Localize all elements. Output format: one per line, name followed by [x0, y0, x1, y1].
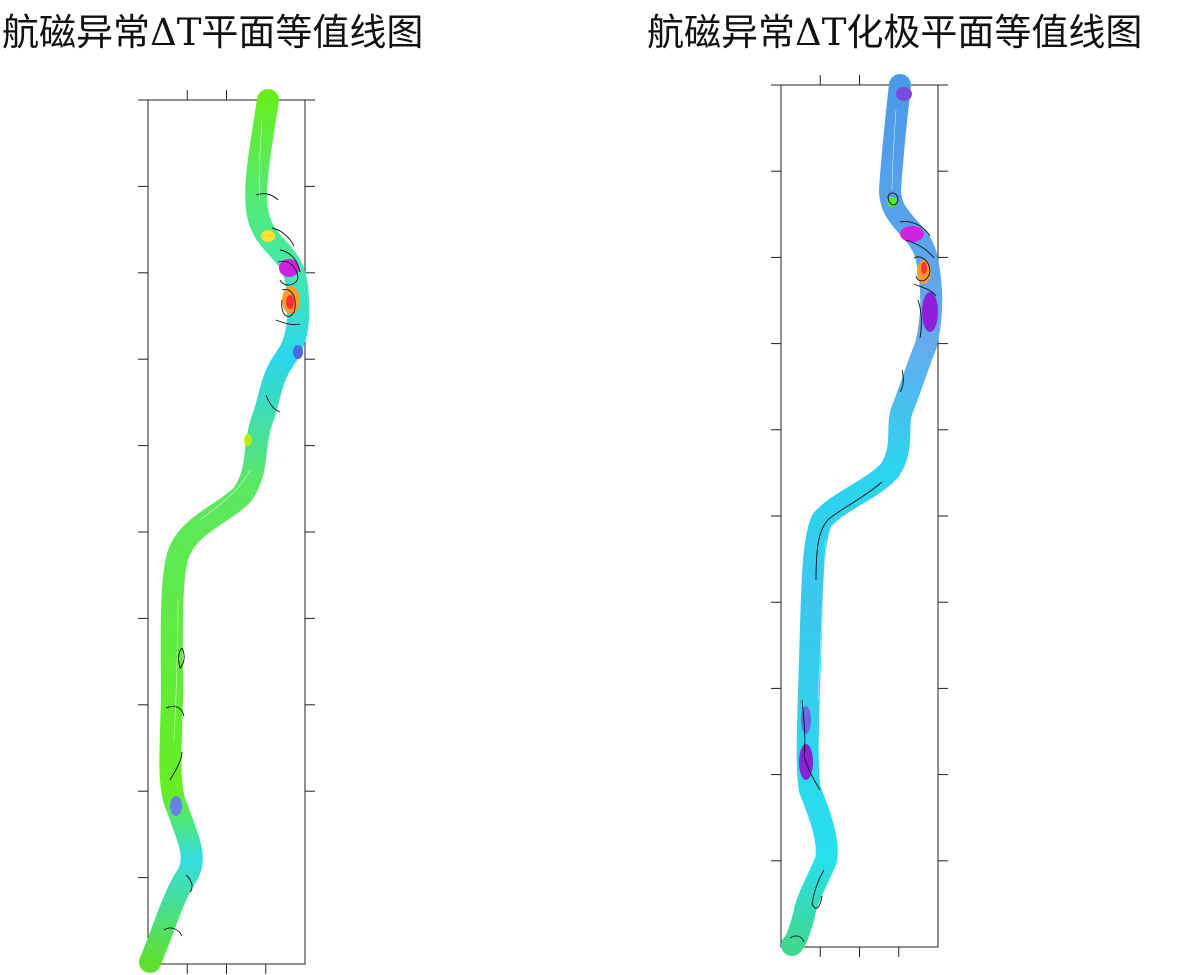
map-frame-left: [147, 99, 306, 965]
map-panel-right: [771, 74, 948, 957]
anomaly-low-left: [170, 796, 182, 816]
anomaly-top-right: [896, 87, 912, 101]
anomaly-small-left: [261, 230, 275, 242]
anomaly-negative-left: [279, 259, 299, 277]
contour-lines-left: [163, 193, 301, 937]
map-panel-left: [138, 89, 315, 974]
contour-lines-right: [789, 192, 937, 943]
map-frame-right: [780, 84, 939, 948]
survey-strip-left: [139, 89, 310, 973]
map-title-left: 航磁异常ΔT平面等值线图: [2, 11, 424, 54]
map-title-right: 航磁异常ΔT化极平面等值线图: [647, 11, 1143, 54]
anomaly-negative-south-right: [922, 292, 938, 332]
map-ticks-left: [138, 90, 315, 974]
anomaly-negative-north-right: [900, 226, 924, 242]
